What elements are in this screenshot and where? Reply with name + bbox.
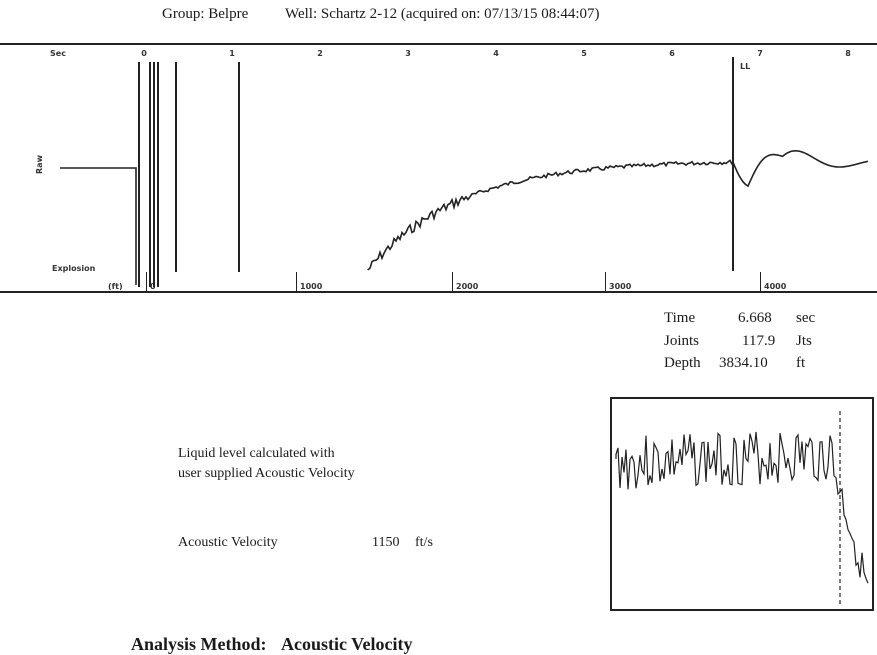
sec-tick-label: 6 (669, 49, 675, 58)
trace-bottom-border (0, 291, 877, 293)
analysis-method-label: Analysis Method: (131, 634, 267, 654)
liquid-level-marker-label: LL (740, 62, 751, 71)
explosion-line (138, 62, 140, 287)
explosion-label: Explosion (52, 264, 96, 273)
depth-value: 3834.10 (719, 355, 768, 371)
note-line-1: Liquid level calculated with (178, 446, 335, 461)
depth-unit: ft (796, 355, 806, 371)
depth-label: Depth (664, 355, 701, 371)
ft-tick-label: 0 (150, 282, 156, 291)
ft-tick-mark (146, 272, 147, 292)
ft-tick-mark (452, 272, 453, 292)
explosion-line (157, 62, 159, 287)
sec-tick-label: 3 (405, 49, 411, 58)
zoom-trace (615, 411, 869, 604)
acoustic-velocity-unit: ft/s (415, 535, 433, 550)
explosion-line (175, 62, 177, 272)
sec-axis-title: Sec (50, 49, 66, 58)
ft-tick-mark (605, 272, 606, 292)
explosion-line (153, 62, 155, 287)
well-label: Well: Schartz 2-12 (acquired on: 07/13/1… (285, 6, 600, 22)
analysis-method: Analysis Method: Acoustic Velocity (131, 634, 413, 655)
time-unit: sec (796, 310, 816, 326)
sec-tick-label: 7 (757, 49, 763, 58)
ft-tick-mark (296, 272, 297, 292)
joints-value: 117.9 (742, 333, 776, 349)
joints-label: Joints (664, 333, 700, 349)
explosion-line (238, 62, 240, 272)
note-line-2: user supplied Acoustic Velocity (178, 466, 355, 481)
time-value: 6.668 (738, 310, 772, 326)
acoustic-velocity-value: 1150 (372, 535, 400, 550)
zoom-window[interactable] (610, 397, 874, 611)
sec-tick-label: 1 (229, 49, 235, 58)
joints-unit: Jts (796, 333, 812, 349)
analysis-method-value: Acoustic Velocity (281, 634, 413, 654)
group-label: Group: Belpre (162, 6, 249, 22)
explosion-line (149, 62, 151, 287)
sec-tick-label: 8 (845, 49, 851, 58)
sec-tick-label: 2 (317, 49, 323, 58)
sec-tick-label: 4 (493, 49, 499, 58)
sec-tick-label: 5 (581, 49, 587, 58)
trace-top-border (0, 43, 877, 45)
time-label: Time (664, 310, 696, 326)
acoustic-velocity-label: Acoustic Velocity (178, 535, 278, 550)
ft-tick-label: 3000 (609, 282, 632, 291)
acoustic-trace (60, 150, 869, 285)
ft-tick-label: 4000 (764, 282, 787, 291)
ft-tick-label: 2000 (456, 282, 479, 291)
ft-tick-label: 1000 (300, 282, 323, 291)
sec-tick-label: 0 (141, 49, 147, 58)
ft-tick-mark (760, 272, 761, 292)
ft-axis-title: (ft) (108, 282, 123, 291)
